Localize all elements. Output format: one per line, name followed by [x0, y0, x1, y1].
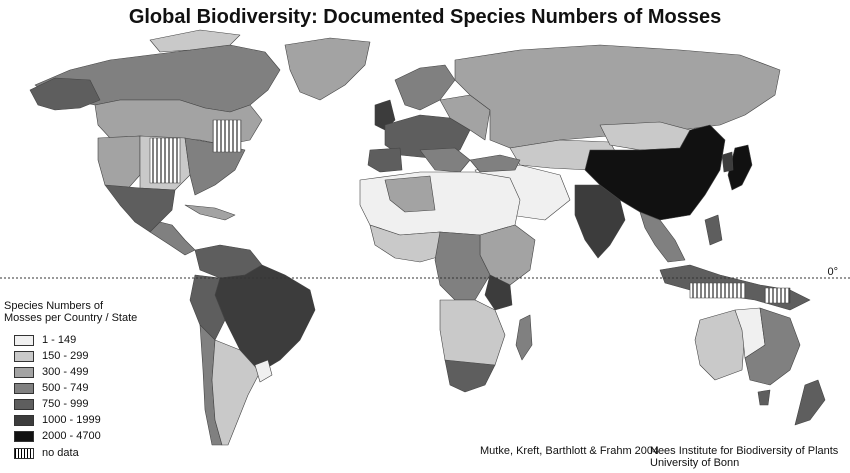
- region-australia-west: [694, 309, 746, 381]
- region-new-zealand: [794, 379, 826, 426]
- no-data-swatch: [14, 447, 34, 459]
- region-usa-west: [97, 135, 141, 193]
- region-india: [574, 184, 626, 259]
- legend-label: 1000 - 1999: [42, 414, 101, 426]
- legend-swatch: [14, 334, 34, 346]
- region-turkey-caucasus: [469, 154, 521, 173]
- institute-line2: University of Bonn: [650, 457, 740, 469]
- region-nodata-indonesia: [689, 282, 746, 299]
- legend-swatch: [14, 382, 34, 394]
- legend-no-data: no data: [4, 447, 79, 459]
- region-algeria: [384, 175, 436, 213]
- legend-label: 750 - 999: [42, 398, 89, 410]
- region-philippines: [704, 214, 723, 246]
- legend-title-line1: Species Numbers of: [4, 300, 104, 312]
- region-alaska: [29, 77, 101, 111]
- legend-title-line2: Mosses per Country / State: [4, 312, 138, 324]
- institute-line1: Nees Institute for Biodiversity of Plant…: [650, 445, 839, 457]
- legend-swatch: [14, 398, 34, 410]
- region-canada-arctic-islands: [149, 29, 241, 53]
- legend-label: 150 - 299: [42, 350, 89, 362]
- region-tasmania: [757, 389, 771, 406]
- legend-item: 1 - 149: [4, 332, 174, 348]
- region-caribbean: [184, 204, 236, 221]
- legend-swatch: [14, 414, 34, 426]
- region-central-america: [149, 221, 196, 256]
- legend: Species Numbers of Mosses per Country / …: [4, 300, 174, 444]
- region-japan: [727, 144, 753, 191]
- region-australia-east: [744, 307, 801, 386]
- equator-label: 0°: [827, 266, 838, 278]
- legend-item: 300 - 499: [4, 364, 174, 380]
- legend-title: Species Numbers of Mosses per Country / …: [4, 300, 174, 324]
- region-nodata-new-guinea: [764, 287, 791, 304]
- legend-item: 2000 - 4700: [4, 428, 174, 444]
- region-nodata-usa: [149, 137, 181, 184]
- region-madagascar: [515, 314, 533, 361]
- region-south-africa: [444, 359, 496, 393]
- region-greenland: [284, 37, 371, 101]
- legend-swatch: [14, 430, 34, 442]
- legend-item: 500 - 749: [4, 380, 174, 396]
- region-korea: [721, 151, 734, 173]
- region-tanzania: [484, 274, 513, 311]
- legend-swatch: [14, 366, 34, 378]
- legend-label: 1 - 149: [42, 334, 77, 346]
- region-uruguay: [254, 359, 273, 383]
- region-iberia: [367, 147, 403, 173]
- region-peru-bolivia: [189, 274, 226, 341]
- region-western-europe: [384, 114, 471, 159]
- legend-label: 500 - 749: [42, 382, 89, 394]
- legend-item: 150 - 299: [4, 348, 174, 364]
- region-north-africa: [359, 171, 521, 236]
- region-southeast-asia: [639, 211, 686, 263]
- institute-credit: Nees Institute for Biodiversity of Plant…: [650, 445, 838, 469]
- legend-swatch: [14, 350, 34, 362]
- map-title: Global Biodiversity: Documented Species …: [128, 6, 722, 28]
- region-argentina: [211, 339, 261, 446]
- region-mongolia: [599, 121, 691, 151]
- region-nodata-canada: [212, 119, 242, 153]
- no-data-label: no data: [42, 447, 79, 459]
- legend-label: 2000 - 4700: [42, 430, 101, 442]
- region-west-africa: [369, 224, 446, 263]
- legend-label: 300 - 499: [42, 366, 89, 378]
- authors-credit: Mutke, Kreft, Barthlott & Frahm 2004: [480, 445, 660, 457]
- legend-item: 1000 - 1999: [4, 412, 174, 428]
- region-italy-balkans: [419, 147, 471, 173]
- legend-item: 750 - 999: [4, 396, 174, 412]
- region-scandinavia: [394, 64, 456, 111]
